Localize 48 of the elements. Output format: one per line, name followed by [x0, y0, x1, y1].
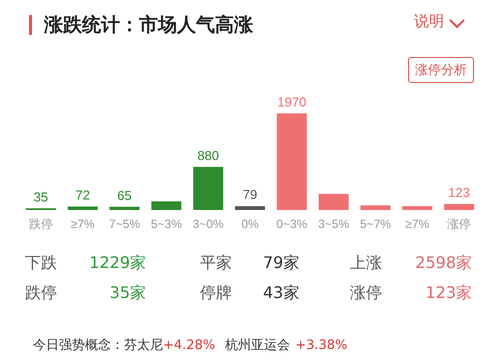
text: +4.28%: [163, 338, 216, 353]
x-tick-label: ≥7%: [405, 217, 430, 231]
data-label: 1970: [277, 94, 306, 110]
bar: [276, 113, 307, 210]
x-tick-label: 3~0%: [192, 217, 224, 231]
text: 43家: [263, 283, 300, 304]
x-tick-label: 跌停: [28, 217, 53, 231]
text: 上涨: [350, 253, 382, 274]
data-label: 79: [242, 187, 258, 202]
text: 停牌: [200, 283, 232, 304]
bar: [110, 206, 140, 210]
text: 涨停分析: [408, 57, 474, 83]
text: 平家: [200, 253, 232, 274]
data-label: 72: [75, 187, 90, 202]
data-label: 65: [117, 188, 132, 203]
x-tick-label: 0%: [241, 217, 259, 231]
x-tick-label: ≥7%: [70, 217, 96, 231]
bar: [360, 205, 390, 210]
data-label: 123: [448, 184, 470, 200]
text: 35家: [110, 283, 146, 304]
bar: [193, 166, 224, 210]
bar: [444, 204, 474, 210]
text: 说明: [414, 12, 444, 31]
x-tick-label: 7~5%: [109, 217, 140, 231]
x-tick-label: 涨停: [447, 217, 472, 231]
text: 123家: [425, 283, 472, 304]
text: 杭州亚运会: [225, 338, 290, 353]
bar: [151, 201, 182, 210]
chart-title: 涨跌统计：市场人气高涨: [44, 13, 253, 38]
x-tick-label: 0~3%: [276, 217, 308, 231]
data-label: 35: [34, 189, 48, 204]
text: 2598家: [415, 253, 472, 274]
text: 今日强势概念：: [33, 338, 124, 353]
text: 下跌: [25, 253, 57, 274]
x-tick-label: 5~3%: [150, 217, 182, 231]
text: 79家: [263, 253, 300, 274]
text: 涨停: [350, 283, 382, 304]
text: 芬太尼: [124, 338, 163, 353]
bar: [235, 206, 265, 210]
text: 跌停: [25, 283, 57, 304]
bar: [402, 206, 432, 210]
text: 1229家: [89, 253, 146, 274]
x-tick-label: 5~7%: [360, 217, 392, 231]
data-label: 880: [197, 148, 220, 163]
bar: [318, 194, 349, 210]
text: +3.38%: [295, 338, 348, 353]
x-tick-label: 3~5%: [318, 217, 350, 231]
bar: [68, 206, 98, 210]
